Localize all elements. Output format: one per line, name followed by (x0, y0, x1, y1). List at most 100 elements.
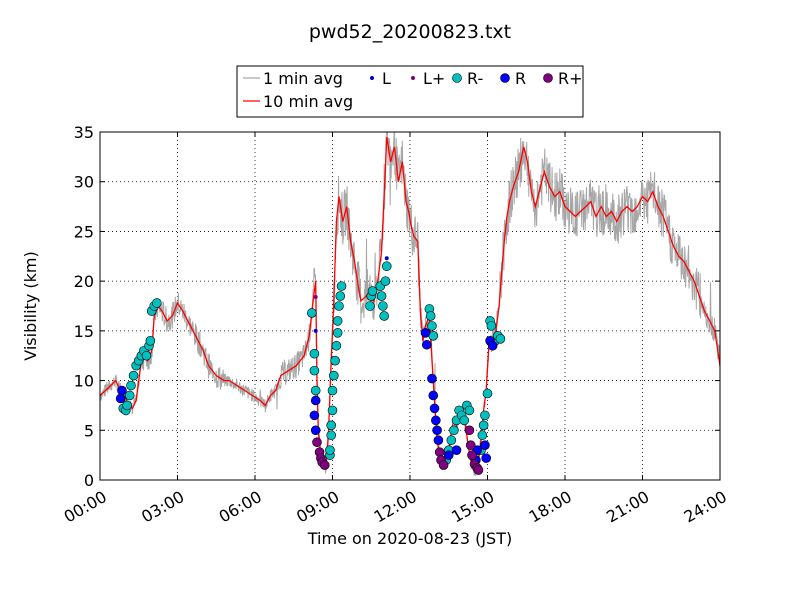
point-l (384, 256, 389, 261)
y-tick-label: 30 (74, 173, 94, 192)
point-r-plus (465, 440, 476, 451)
y-tick-label: 20 (74, 272, 94, 291)
y-axis-label: Visibility (km) (21, 251, 40, 360)
point-r-minus (332, 328, 343, 338)
point-r (421, 339, 432, 350)
legend-label-l-plus: L+ (423, 69, 445, 88)
point-r-minus (326, 420, 337, 431)
point-r (117, 385, 127, 396)
point-r-minus (464, 405, 475, 416)
legend-label-r-minus: R- (467, 69, 483, 88)
point-r-minus (480, 410, 490, 421)
point-r-minus (495, 334, 506, 344)
point-r-minus (309, 348, 320, 359)
point-r-minus (381, 261, 392, 272)
point-r-minus (486, 321, 497, 331)
point-r-minus (478, 420, 489, 431)
point-r (431, 415, 441, 426)
point-r-minus (152, 298, 162, 308)
point-r-minus (128, 370, 139, 381)
legend: 1 min avg L L+ R- R R+ 10 min avg (236, 65, 584, 118)
y-tick-label: 0 (84, 471, 94, 490)
point-r-plus (464, 425, 475, 436)
point-r-minus (380, 276, 391, 286)
point-r (420, 328, 431, 338)
x-tick-label: 12:00 (371, 487, 420, 527)
point-r-minus (309, 365, 320, 376)
point-r-minus (310, 385, 321, 396)
point-r-minus (459, 415, 470, 426)
grid-lines (100, 132, 720, 480)
point-r (481, 453, 492, 463)
point-r-plus (312, 437, 322, 448)
point-r-minus (425, 311, 436, 321)
point-r-plus (467, 450, 477, 460)
chart-title: pwd52_20200823.txt (309, 21, 511, 43)
point-r-minus (376, 291, 387, 301)
point-r (310, 395, 321, 406)
legend-swatch-l (370, 76, 374, 80)
point-r-minus (325, 445, 335, 455)
x-tick-label: 21:00 (603, 487, 652, 527)
point-r-minus (477, 430, 488, 441)
point-r-plus (473, 465, 484, 475)
y-tick-label: 10 (74, 372, 94, 391)
point-r-minus (336, 281, 347, 291)
legend-label-r: R (515, 69, 526, 88)
point-r-minus (327, 385, 338, 396)
legend-swatch-l-plus (411, 76, 415, 80)
legend-label-r-plus: R+ (558, 69, 583, 88)
point-r-minus (326, 430, 337, 441)
point-r (432, 425, 442, 436)
point-r (480, 440, 490, 451)
legend-box (236, 65, 584, 118)
point-r-minus (365, 301, 375, 311)
point-r-minus (328, 370, 339, 381)
point-r-minus (482, 388, 493, 399)
series-layer (100, 132, 720, 477)
legend-items: 1 min avg L L+ R- R R+ 10 min avg (243, 69, 583, 111)
point-l (313, 328, 318, 333)
point-r-minus (122, 400, 132, 411)
point-r-minus (327, 405, 338, 416)
legend-label-1-min-avg: 1 min avg (263, 69, 343, 88)
point-r (429, 403, 440, 414)
point-r-minus (379, 311, 389, 321)
point-r-minus (141, 350, 152, 361)
point-r-minus (334, 301, 344, 311)
point-r (309, 410, 320, 421)
point-r-minus (124, 390, 135, 401)
point-r-plus (438, 460, 449, 470)
point-r-minus (335, 291, 346, 301)
point-r (487, 340, 498, 351)
legend-label-10-min-avg: 10 min avg (263, 92, 353, 111)
plot-area (100, 132, 720, 477)
point-r-minus (330, 355, 340, 366)
x-tick-label: 09:00 (293, 487, 342, 527)
point-r (443, 450, 454, 460)
legend-swatch-r-minus (452, 73, 462, 83)
point-r-minus (367, 286, 378, 296)
point-r (115, 393, 126, 404)
point-r-minus (378, 301, 388, 311)
point-r-plus (434, 447, 445, 457)
x-tick-label: 24:00 (681, 487, 730, 527)
point-r (433, 435, 444, 446)
x-tick-label: 00:00 (61, 487, 110, 527)
point-r-minus (332, 316, 343, 326)
point-r-minus (145, 335, 156, 346)
point-l-plus (313, 295, 318, 300)
point-r (451, 445, 462, 455)
legend-swatch-r (500, 73, 510, 83)
x-tick-label: 06:00 (216, 487, 265, 527)
y-tick-label: 5 (84, 421, 94, 440)
x-tick-label: 03:00 (138, 487, 187, 527)
y-tick-label: 35 (74, 123, 94, 142)
legend-label-l: L (382, 69, 391, 88)
x-axis-label: Time on 2020-08-23 (JST) (307, 529, 512, 548)
y-tick-label: 25 (74, 222, 94, 241)
point-r-minus (427, 321, 437, 331)
point-r-minus (449, 425, 459, 436)
